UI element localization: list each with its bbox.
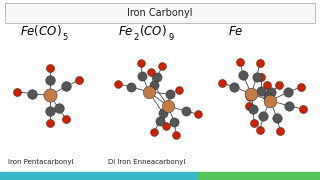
Text: Di Iron Enneacarbonyl: Di Iron Enneacarbonyl (108, 159, 185, 165)
Point (251, 108, 256, 111)
Point (47, 94, 52, 97)
Text: $\mathit{Fe}$: $\mathit{Fe}$ (228, 25, 244, 38)
Point (63, 85, 68, 88)
Point (286, 104, 292, 107)
Point (257, 62, 262, 65)
Bar (198, 172, 320, 180)
Text: $\mathit{9}$: $\mathit{9}$ (168, 31, 175, 42)
Point (298, 86, 303, 89)
Point (240, 74, 245, 77)
FancyBboxPatch shape (5, 3, 315, 23)
Point (258, 75, 263, 78)
Text: $\mathit{(CO)}$: $\mathit{(CO)}$ (139, 23, 167, 38)
Point (247, 95, 252, 98)
Text: $\mathit{2}$: $\mathit{2}$ (133, 31, 140, 42)
Point (47, 109, 52, 112)
Point (246, 104, 252, 107)
Point (165, 105, 171, 108)
Point (277, 84, 282, 87)
Point (258, 89, 263, 92)
Point (254, 75, 259, 78)
Point (264, 84, 269, 87)
Point (160, 65, 165, 68)
Text: $\mathit{5}$: $\mathit{5}$ (62, 31, 68, 42)
Point (47, 66, 52, 69)
Point (219, 81, 224, 84)
Point (152, 130, 157, 133)
Text: Iron Pentacarbonyl: Iron Pentacarbonyl (8, 159, 74, 165)
Point (167, 93, 172, 96)
Point (157, 119, 163, 122)
Point (129, 86, 134, 88)
Point (285, 91, 291, 94)
Point (183, 110, 188, 112)
Point (151, 83, 156, 86)
Point (63, 117, 68, 120)
Point (77, 79, 82, 82)
Text: $\mathit{Fe(CO)}$: $\mathit{Fe(CO)}$ (20, 23, 62, 38)
Point (56, 107, 61, 109)
Point (274, 116, 279, 119)
Point (268, 91, 274, 94)
Point (172, 121, 177, 124)
Bar (0, 172, 198, 180)
Point (249, 93, 254, 95)
Point (29, 92, 34, 95)
Point (266, 96, 271, 99)
Point (15, 90, 20, 93)
Point (47, 79, 52, 82)
Point (161, 112, 166, 115)
Point (232, 86, 237, 89)
Point (140, 74, 145, 77)
Point (47, 122, 52, 125)
Point (149, 70, 154, 73)
Point (261, 114, 266, 117)
Point (268, 99, 273, 102)
Point (238, 60, 243, 63)
Point (154, 76, 159, 79)
Point (252, 121, 257, 124)
Point (138, 62, 143, 64)
Point (163, 125, 168, 128)
Text: Iron Carbonyl: Iron Carbonyl (127, 8, 193, 18)
Point (116, 82, 121, 85)
Point (146, 90, 151, 93)
Point (173, 134, 179, 136)
Point (196, 113, 201, 116)
Point (177, 89, 182, 92)
Point (257, 128, 262, 131)
Text: $\mathit{Fe}$: $\mathit{Fe}$ (118, 25, 133, 38)
Point (278, 130, 283, 133)
Point (301, 108, 306, 111)
